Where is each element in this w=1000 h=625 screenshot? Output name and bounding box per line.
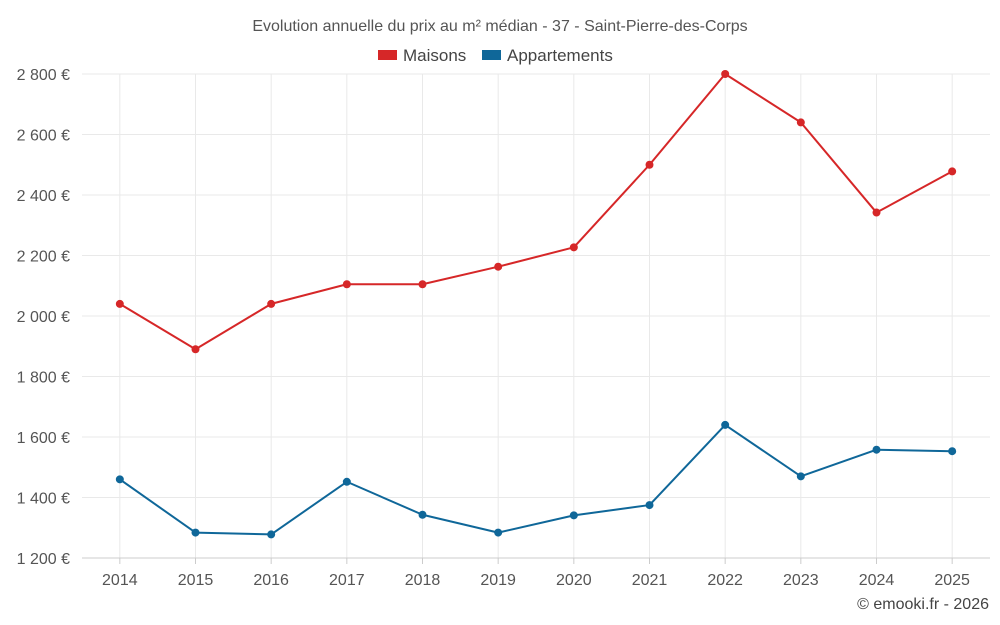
y-tick-label: 2 400 € bbox=[17, 188, 70, 205]
grid-lines bbox=[82, 73, 990, 559]
data-point-maisons[interactable] bbox=[948, 167, 957, 176]
x-tick-label: 2022 bbox=[707, 572, 743, 589]
data-point-appartements[interactable] bbox=[872, 445, 881, 454]
data-point-appartements[interactable] bbox=[267, 530, 276, 539]
x-tick-label: 2025 bbox=[934, 572, 970, 589]
data-point-maisons[interactable] bbox=[115, 299, 124, 308]
y-tick-label: 2 000 € bbox=[17, 309, 70, 326]
data-point-maisons[interactable] bbox=[191, 345, 200, 354]
y-tick-label: 2 800 € bbox=[17, 67, 70, 84]
legend-label-appartements[interactable]: Appartements bbox=[507, 46, 613, 65]
data-point-maisons[interactable] bbox=[721, 70, 730, 78]
legend-swatch-maisons bbox=[378, 50, 397, 60]
data-point-appartements[interactable] bbox=[418, 510, 427, 519]
data-point-appartements[interactable] bbox=[569, 511, 578, 520]
data-point-appartements[interactable] bbox=[494, 528, 503, 537]
x-tick-label: 2014 bbox=[102, 572, 138, 589]
x-tick-label: 2019 bbox=[480, 572, 516, 589]
series-line-appartements[interactable] bbox=[119, 423, 953, 536]
data-point-appartements[interactable] bbox=[342, 477, 351, 486]
x-tick-label: 2018 bbox=[405, 572, 441, 589]
x-tick-label: 2020 bbox=[556, 572, 592, 589]
data-point-appartements[interactable] bbox=[191, 528, 200, 537]
y-tick-label: 2 600 € bbox=[17, 128, 70, 145]
x-tick-label: 2016 bbox=[253, 572, 289, 589]
data-point-appartements[interactable] bbox=[948, 447, 957, 456]
data-point-maisons[interactable] bbox=[645, 160, 654, 169]
x-axis-ticks: 2014 2015 2016 2017 2018 2019 2020 2021 2022 2023… bbox=[82, 557, 990, 589]
legend[interactable]: Maisons Appartements bbox=[378, 46, 613, 65]
data-point-appartements[interactable] bbox=[721, 420, 730, 429]
data-point-maisons[interactable] bbox=[569, 243, 578, 252]
data-point-maisons[interactable] bbox=[796, 118, 805, 127]
credit-text: © emooki.fr - 2026 bbox=[857, 596, 989, 613]
chart-title: Evolution annuelle du prix au m² médian … bbox=[252, 18, 747, 35]
data-series bbox=[115, 70, 957, 539]
y-tick-label: 1 800 € bbox=[17, 370, 70, 387]
x-tick-label: 2024 bbox=[859, 572, 895, 589]
series-line-maisons[interactable] bbox=[119, 73, 953, 351]
y-tick-label: 2 200 € bbox=[17, 249, 70, 266]
y-tick-label: 1 200 € bbox=[17, 551, 70, 568]
x-tick-label: 2015 bbox=[178, 572, 214, 589]
x-tick-label: 2017 bbox=[329, 572, 365, 589]
data-point-appartements[interactable] bbox=[115, 475, 124, 484]
data-point-appartements[interactable] bbox=[645, 501, 654, 510]
y-tick-label: 1 600 € bbox=[17, 430, 70, 447]
y-axis-ticks: 1 200 € 1 400 € 1 600 € 1 800 € 2 000 € 2 200… bbox=[17, 67, 70, 568]
legend-swatch-appartements bbox=[482, 50, 501, 60]
y-tick-label: 1 400 € bbox=[17, 491, 70, 508]
data-point-maisons[interactable] bbox=[872, 208, 881, 217]
data-point-maisons[interactable] bbox=[342, 280, 351, 289]
data-point-maisons[interactable] bbox=[418, 280, 427, 289]
data-point-maisons[interactable] bbox=[267, 299, 276, 308]
x-tick-label: 2021 bbox=[632, 572, 668, 589]
legend-label-maisons[interactable]: Maisons bbox=[403, 46, 466, 65]
data-point-appartements[interactable] bbox=[796, 472, 805, 481]
x-tick-label: 2023 bbox=[783, 572, 819, 589]
data-point-maisons[interactable] bbox=[494, 262, 503, 271]
